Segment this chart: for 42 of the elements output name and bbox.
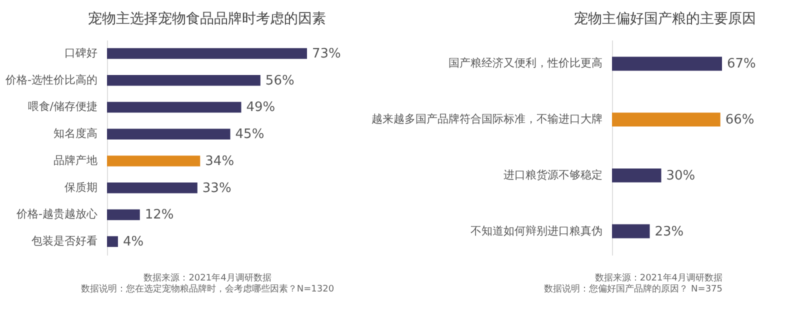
- bar: [612, 112, 720, 127]
- y-tick-label: 知名度高: [54, 127, 98, 140]
- source-note: 数据来源：2021年4月调研数据: [144, 272, 272, 284]
- text: 数据说明：您偏好国产品牌的原因？ N=375: [544, 284, 722, 294]
- bar: [612, 224, 650, 238]
- y-tick-label: 越来越多国产品牌符合国际标准，不输进口大牌: [372, 112, 602, 126]
- y-tick-label: 品牌产地: [54, 154, 98, 167]
- bar: [612, 168, 662, 182]
- y-tick-label: 价格-选性价比高的: [4, 73, 98, 86]
- data-label: 56%: [265, 73, 294, 88]
- y-tick-label: 保质期: [64, 180, 98, 194]
- y-tick-label: 国产粮经济又便利，性价比更高: [448, 56, 602, 70]
- data-label: 66%: [725, 112, 754, 128]
- data-label: 23%: [654, 224, 684, 240]
- chart-title: 宠物主选择宠物食品品牌时考虑的因素: [88, 11, 326, 27]
- data-label: 4%: [122, 234, 144, 250]
- y-tick-label: 价格-越贵越放心: [16, 208, 98, 221]
- y-tick-label: 不知道如何辩别进口粮真伪: [470, 224, 602, 238]
- data-label: 49%: [246, 100, 276, 116]
- y-tick-label: 包装是否好看: [32, 234, 98, 248]
- bar: [107, 156, 200, 166]
- text: 数据说明：您在选定宠物粮品牌时，会考虑哪些因素？N=1320: [80, 284, 334, 294]
- bar: [107, 182, 198, 194]
- data-label: 12%: [144, 208, 174, 223]
- data-label: 67%: [727, 56, 756, 72]
- y-tick-label: 喂食/储存便捷: [28, 100, 98, 114]
- data-label: 30%: [666, 168, 696, 184]
- source-note: 数据来源：2021年4月调研数据: [594, 272, 722, 284]
- bar: [107, 236, 118, 247]
- chart-title: 宠物主偏好国产粮的主要原因: [574, 11, 756, 27]
- y-tick-label: 进口粮货源不够稳定: [504, 168, 602, 182]
- bar: [107, 48, 307, 59]
- y-tick-label: 口碑好: [64, 46, 98, 60]
- data-label: 45%: [235, 127, 264, 142]
- bar: [107, 102, 242, 113]
- data-label: 34%: [205, 154, 234, 169]
- bar: [107, 128, 230, 140]
- data-label: 33%: [202, 180, 232, 196]
- bar: [612, 56, 722, 71]
- bar: [107, 74, 260, 86]
- bar: [107, 209, 140, 220]
- data-label: 73%: [312, 46, 341, 62]
